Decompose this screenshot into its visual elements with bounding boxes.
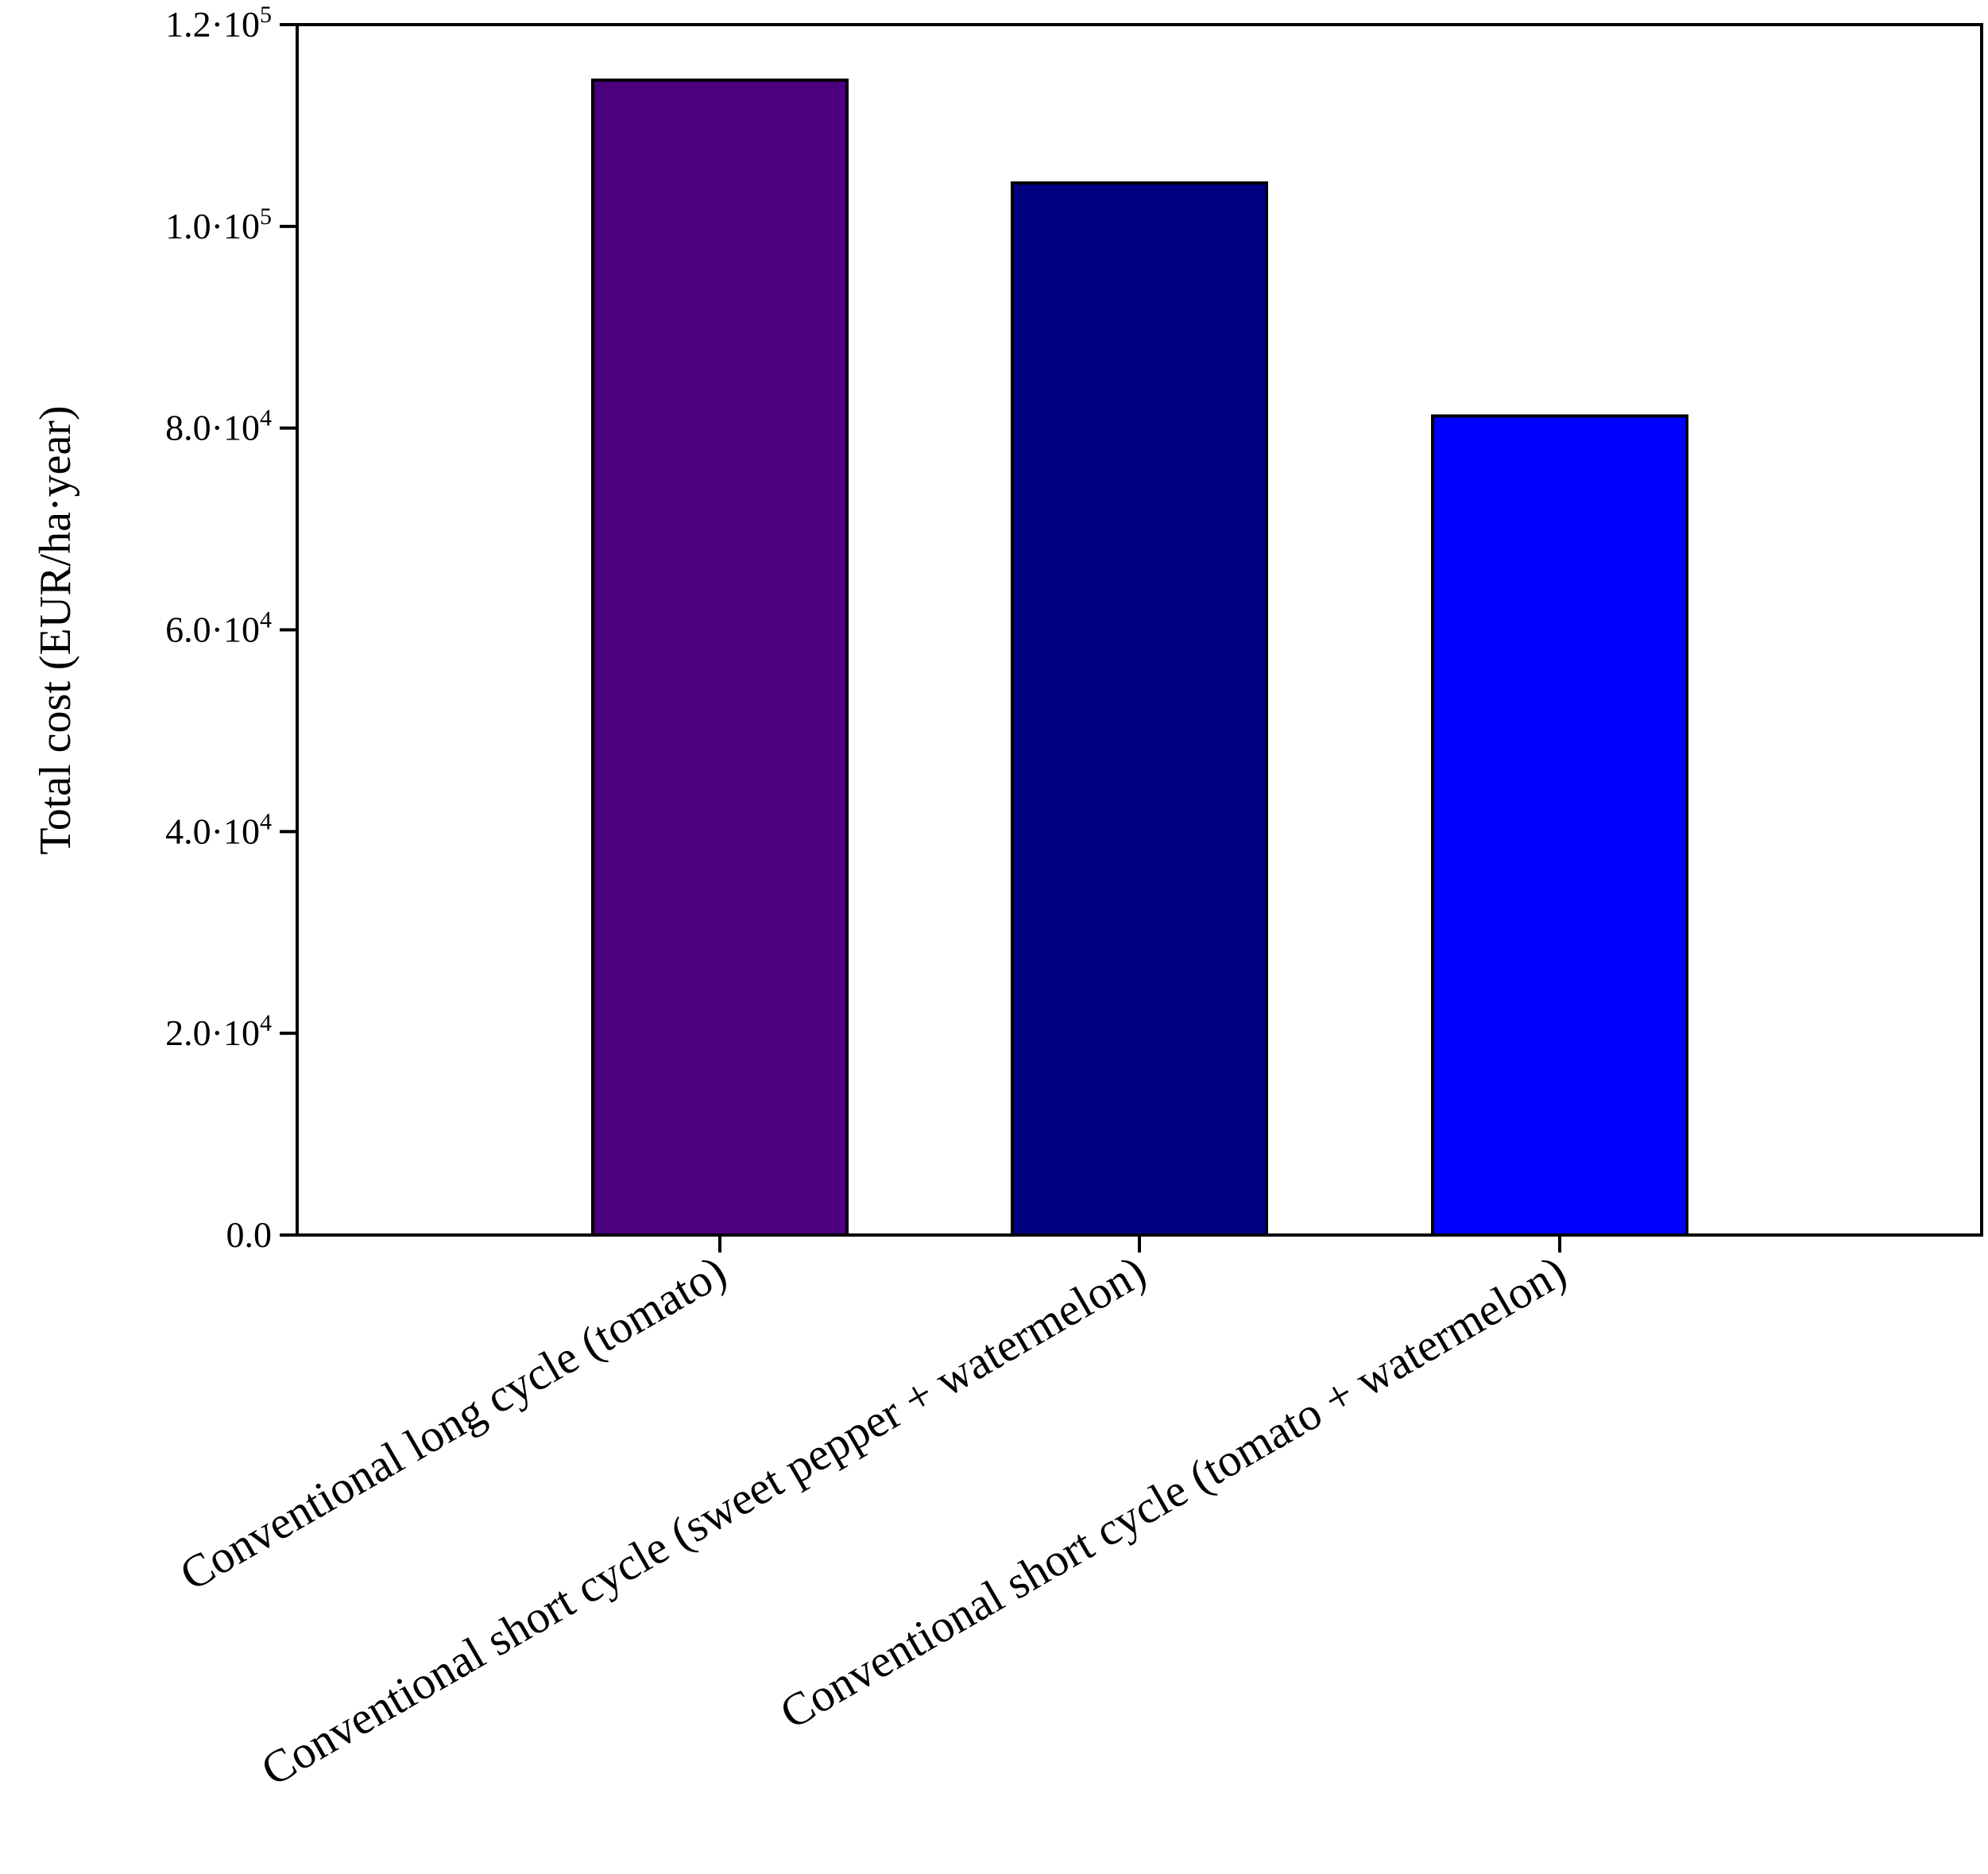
y-tick-label: 1.0·105: [165, 203, 272, 246]
bar-3: [1431, 414, 1688, 1237]
y-tick-label: 8.0·104: [165, 405, 272, 448]
y-tick-label: 4.0·104: [165, 808, 272, 851]
y-axis-ticks: 0.0 2.0·104 4.0·104 6.0·104 8.0·104 1.0·105 1.…: [165, 2, 297, 1255]
y-tick-label: 0.0: [226, 1214, 273, 1255]
y-tick-label: 6.0·104: [165, 607, 272, 650]
bar-1: [591, 78, 849, 1237]
x-category-label: Conventional short cycle (sweet pepper +…: [253, 1245, 1155, 1796]
y-tick-label: 1.2·105: [165, 2, 272, 45]
y-axis-label: Total cost (EUR/ha·year): [31, 405, 80, 854]
bars-group: [591, 78, 1688, 1237]
x-axis-ticks: Conventional long cycle (tomato)Conventi…: [171, 1235, 1575, 1796]
y-tick-label: 2.0·104: [165, 1010, 272, 1053]
bar-2: [1011, 181, 1268, 1237]
x-category-label: Conventional short cycle (tomato + water…: [772, 1245, 1575, 1739]
